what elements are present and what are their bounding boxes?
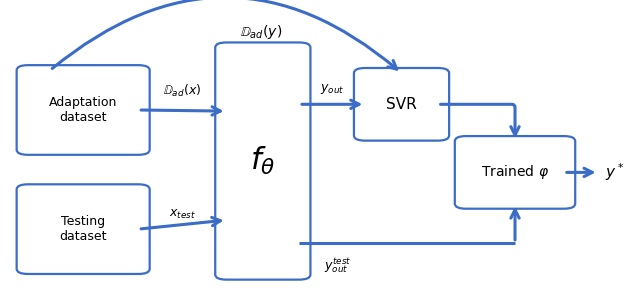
Text: $\mathbb{D}_{ad}(y)$: $\mathbb{D}_{ad}(y)$: [240, 23, 282, 41]
FancyBboxPatch shape: [455, 136, 575, 209]
Text: Adaptation
dataset: Adaptation dataset: [49, 96, 118, 124]
Text: Trained $\varphi$: Trained $\varphi$: [481, 164, 549, 181]
FancyBboxPatch shape: [17, 184, 149, 274]
FancyBboxPatch shape: [215, 43, 310, 280]
Text: $y_{out}$: $y_{out}$: [320, 82, 344, 96]
Text: $f_\theta$: $f_\theta$: [250, 145, 275, 177]
FancyBboxPatch shape: [354, 68, 449, 141]
Text: $\mathbb{D}_{ad}(x)$: $\mathbb{D}_{ad}(x)$: [163, 82, 202, 99]
Text: SVR: SVR: [386, 97, 417, 112]
Text: $y_{out}^{test}$: $y_{out}^{test}$: [324, 257, 352, 276]
Text: Testing
dataset: Testing dataset: [59, 215, 107, 243]
Text: $y^*$: $y^*$: [605, 161, 624, 183]
FancyBboxPatch shape: [17, 65, 149, 155]
Text: $x_{test}$: $x_{test}$: [169, 208, 196, 220]
